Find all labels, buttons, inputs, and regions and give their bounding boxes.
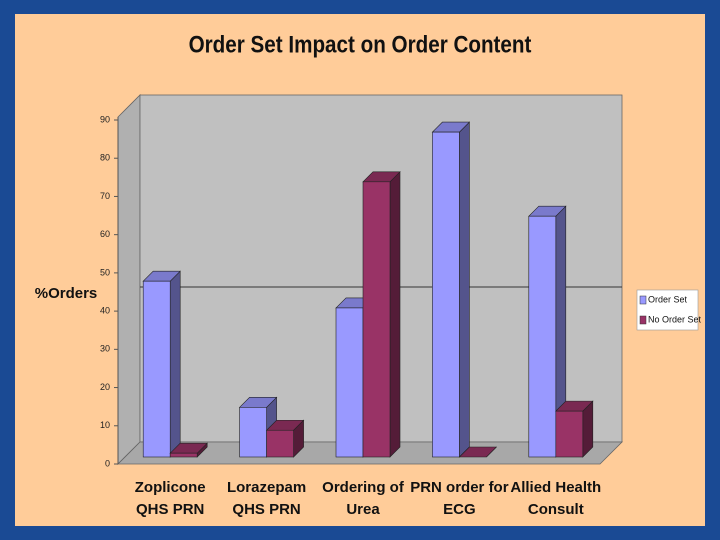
x-tick-label-line: Lorazepam <box>227 479 306 496</box>
legend-label: No Order Set <box>648 314 702 324</box>
x-tick-label: Allied Health Consult <box>510 479 601 518</box>
chart-title: Order Set Impact on Order Content <box>189 31 532 58</box>
legend-label: Order Set <box>648 294 688 304</box>
x-tick-label-line: PRN order for <box>410 479 509 496</box>
bar <box>431 121 471 458</box>
y-tick-label: 20 <box>100 382 110 392</box>
y-tick-label: 0 <box>105 458 110 468</box>
bar-front <box>335 307 364 458</box>
bar-front <box>362 181 391 458</box>
x-tick-label-line: Zoplicone <box>135 479 206 496</box>
x-tick-label-line: QHS PRN <box>232 501 300 518</box>
bar-front <box>555 410 584 458</box>
y-tick-label: 40 <box>100 305 110 315</box>
x-tick-label-line: Allied Health <box>510 479 601 496</box>
y-tick-label: 70 <box>100 191 110 201</box>
y-tick-label: 50 <box>100 267 110 277</box>
legend-swatch <box>639 295 647 305</box>
bar-front <box>528 215 557 458</box>
y-tick-label: 80 <box>100 153 110 163</box>
x-tick-label-line: Ordering of <box>322 479 405 496</box>
x-tick-label-line: Urea <box>346 501 380 518</box>
y-tick-label: 30 <box>100 344 110 354</box>
y-tick-label: 10 <box>100 420 110 430</box>
x-tick-label: Zoplicone QHS PRN <box>135 479 206 518</box>
bar-front <box>142 280 171 458</box>
y-axis-label: %Orders <box>35 285 98 302</box>
bar-front <box>432 131 460 458</box>
x-tick-label-line: QHS PRN <box>136 501 204 518</box>
bar-front <box>169 452 198 458</box>
side-wall <box>117 94 141 465</box>
bar <box>555 400 594 458</box>
bar-front <box>239 407 267 458</box>
legend-swatch <box>639 315 647 325</box>
y-tick-label: 60 <box>100 229 110 239</box>
bar <box>169 442 208 458</box>
x-tick-label: PRN order for ECG <box>410 479 509 518</box>
bar-side <box>169 270 181 458</box>
bar-side <box>389 171 401 458</box>
y-tick-label: 90 <box>100 114 110 124</box>
bar <box>528 205 567 458</box>
bar <box>458 446 498 458</box>
x-tick-label: Lorazepam QHS PRN <box>227 479 306 518</box>
legend <box>636 289 699 331</box>
bar-top <box>458 446 498 458</box>
bar <box>362 171 401 458</box>
bar <box>265 419 305 458</box>
x-tick-label-line: ECG <box>443 501 476 518</box>
x-tick-label-line: Consult <box>528 501 584 518</box>
bar <box>142 270 181 458</box>
bar-front <box>266 429 294 458</box>
bar-side <box>459 121 470 458</box>
x-tick-label: Ordering of Urea <box>322 479 405 518</box>
